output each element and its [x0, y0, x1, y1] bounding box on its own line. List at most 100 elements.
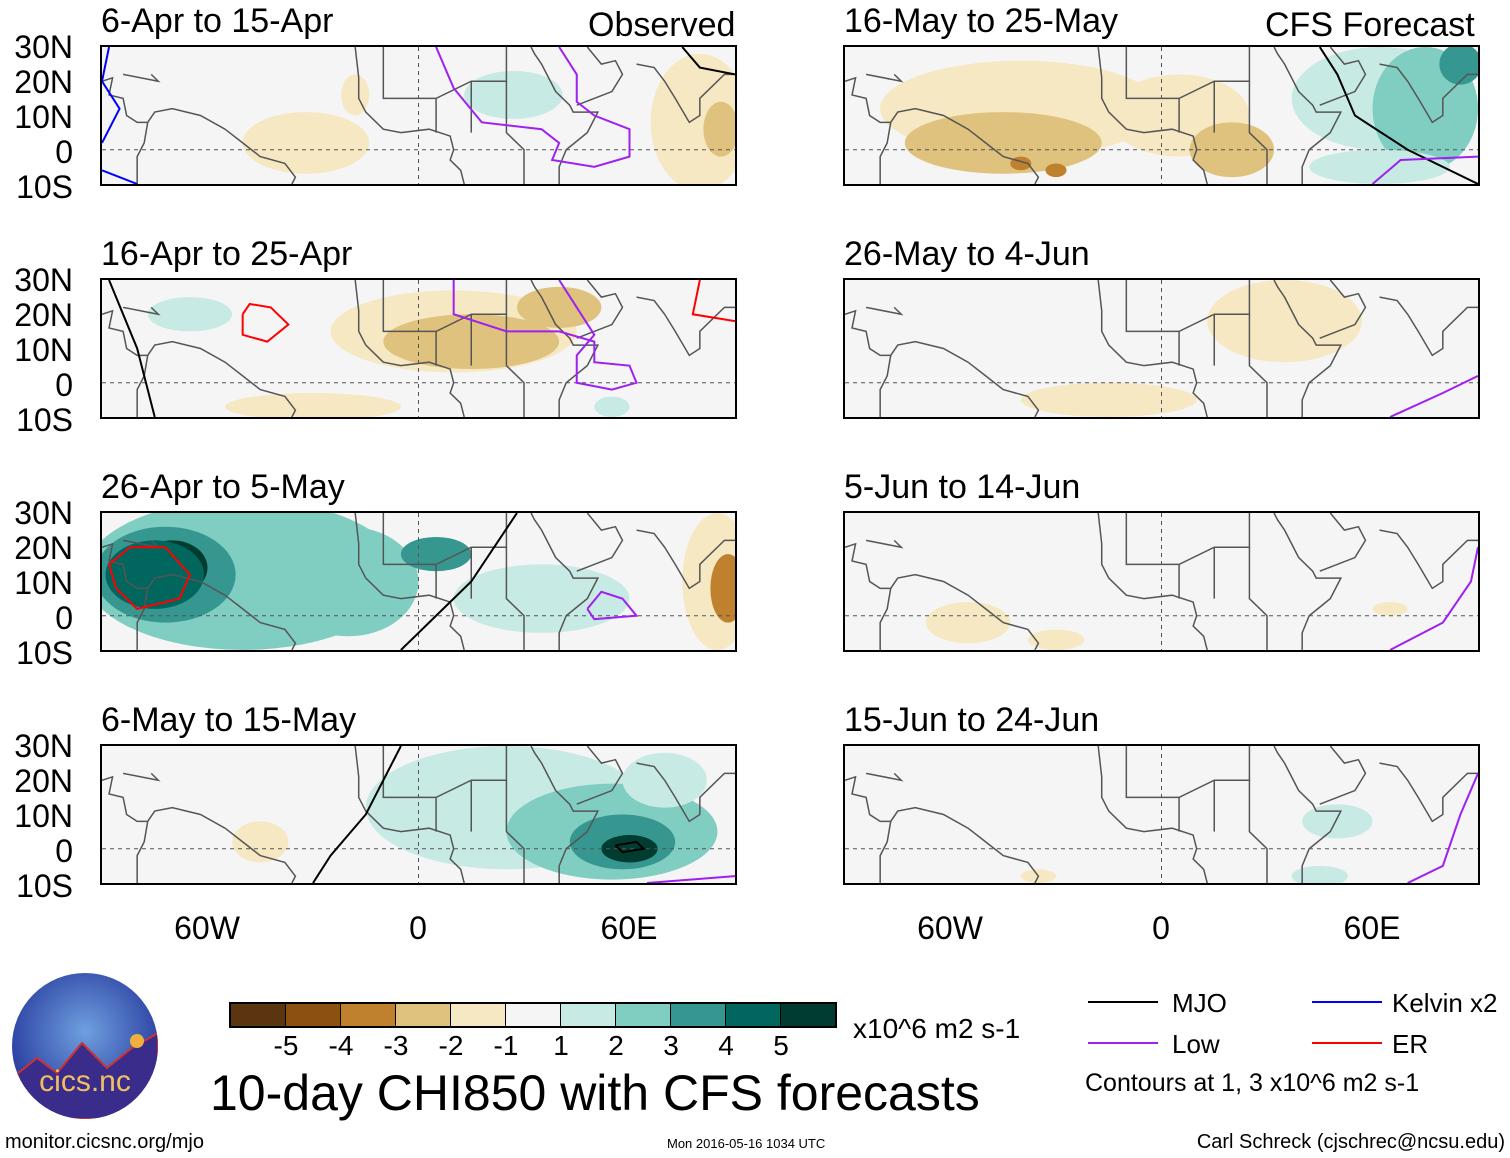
low-contour	[1373, 157, 1479, 184]
panel-title: 26-Apr to 5-May	[101, 468, 345, 506]
coastline	[866, 307, 901, 314]
colorbar-tick: 1	[553, 1030, 569, 1061]
kelvin-legend-line	[1312, 1001, 1382, 1003]
lat-label: 10N	[14, 99, 73, 135]
mjo-contour	[109, 280, 155, 417]
coastline	[355, 746, 464, 883]
coastline	[531, 47, 598, 184]
lon-label: 60W	[174, 910, 240, 946]
coastline	[123, 307, 158, 314]
mjo-contour	[1320, 47, 1478, 184]
coastline	[123, 74, 158, 81]
coastline	[123, 773, 158, 780]
colorbar-tick: -5	[273, 1030, 299, 1061]
lat-label: 20N	[14, 297, 73, 333]
coastline	[1380, 763, 1478, 821]
forecast-label: CFS Forecast	[1265, 6, 1475, 44]
coastline	[355, 280, 464, 417]
coastline	[1249, 314, 1267, 417]
coastline	[637, 530, 735, 588]
map-panel	[100, 744, 737, 885]
anomaly-shading	[1372, 602, 1408, 616]
coastline	[1249, 81, 1267, 184]
panel-title: 26-May to 4-Jun	[844, 235, 1090, 273]
footer-timestamp: Mon 2016-05-16 1034 UTC	[667, 1136, 826, 1151]
lon-label: 0	[409, 910, 427, 946]
colorbar	[229, 1002, 837, 1028]
coastline	[383, 746, 506, 797]
lat-label: 0	[55, 134, 73, 170]
lat-label: 0	[55, 833, 73, 869]
coastline	[137, 355, 148, 417]
low-contour	[1390, 547, 1478, 650]
anomaly-shading	[464, 70, 563, 119]
mjo-contour	[682, 47, 735, 74]
coastline	[1249, 547, 1267, 650]
coastline	[1274, 47, 1341, 184]
colorbar-tick: -4	[328, 1030, 354, 1061]
coastline	[1126, 746, 1249, 797]
lon-label: 0	[1152, 910, 1170, 946]
mjo-contour	[401, 513, 517, 650]
anomaly-shading	[925, 602, 1011, 644]
low-contour	[647, 876, 735, 883]
coastline	[577, 47, 623, 105]
coastline	[531, 746, 598, 883]
low-contour	[587, 592, 636, 619]
coastline	[383, 513, 506, 564]
colorbar-swatch	[561, 1004, 616, 1026]
coastline	[577, 513, 623, 571]
coastline	[1380, 64, 1478, 122]
kelvin-legend-label: Kelvin x2	[1392, 988, 1498, 1018]
cics-logo: cics.nc	[12, 973, 158, 1119]
lat-label: 0	[55, 367, 73, 403]
coastline	[845, 777, 1038, 883]
anomaly-shading	[1020, 382, 1197, 417]
coastline	[866, 74, 901, 81]
colorbar-swatch	[231, 1004, 286, 1026]
panel-title: 16-May to 25-May	[844, 2, 1118, 40]
panel-title: 6-Apr to 15-Apr	[101, 2, 334, 40]
coastline	[1320, 513, 1366, 571]
colorbar-swatch	[451, 1004, 506, 1026]
lon-label: 60E	[600, 910, 658, 946]
mjo-legend-label: MJO	[1172, 988, 1227, 1018]
lat-label: 10S	[16, 635, 73, 671]
coastline	[880, 355, 891, 417]
panel-title: 6-May to 15-May	[101, 701, 357, 739]
footer-author: Carl Schreck (cjschrec@ncsu.edu)	[1196, 1131, 1505, 1153]
coastline	[137, 122, 148, 184]
coastline	[531, 280, 598, 417]
coastline	[1126, 513, 1249, 564]
footer-url[interactable]: monitor.cicsnc.org/mjo	[5, 1131, 204, 1153]
coastline	[102, 544, 295, 650]
coastline	[866, 773, 901, 780]
coastline	[102, 777, 295, 883]
lat-label: 30N	[14, 262, 73, 298]
colorbar-swatch	[341, 1004, 396, 1026]
colorbar-tick: 5	[773, 1030, 789, 1061]
logo-text: cics.nc	[39, 1065, 131, 1098]
coastline	[845, 544, 1038, 650]
lat-label: 10N	[14, 798, 73, 834]
coastline	[1098, 280, 1207, 417]
colorbar-tick: 2	[608, 1030, 624, 1061]
coastline	[866, 540, 901, 547]
coastline	[137, 588, 148, 650]
coastline	[1380, 530, 1478, 588]
colorbar-swatch	[726, 1004, 781, 1026]
lat-label: 30N	[14, 29, 73, 65]
colorbar-swatch	[286, 1004, 341, 1026]
anomaly-shading	[710, 554, 735, 623]
contours-note: Contours at 1, 3 x10^6 m2 s-1	[1085, 1069, 1420, 1097]
lat-label: 0	[55, 600, 73, 636]
kelvin-contour	[102, 47, 120, 143]
anomaly-shading	[242, 112, 370, 174]
er-legend-label: ER	[1392, 1029, 1429, 1059]
map-panel	[843, 278, 1480, 419]
coastline	[1098, 746, 1207, 883]
colorbar-tick: 3	[663, 1030, 679, 1061]
panel-title: 15-Jun to 24-Jun	[844, 701, 1100, 739]
coastline	[880, 122, 891, 184]
